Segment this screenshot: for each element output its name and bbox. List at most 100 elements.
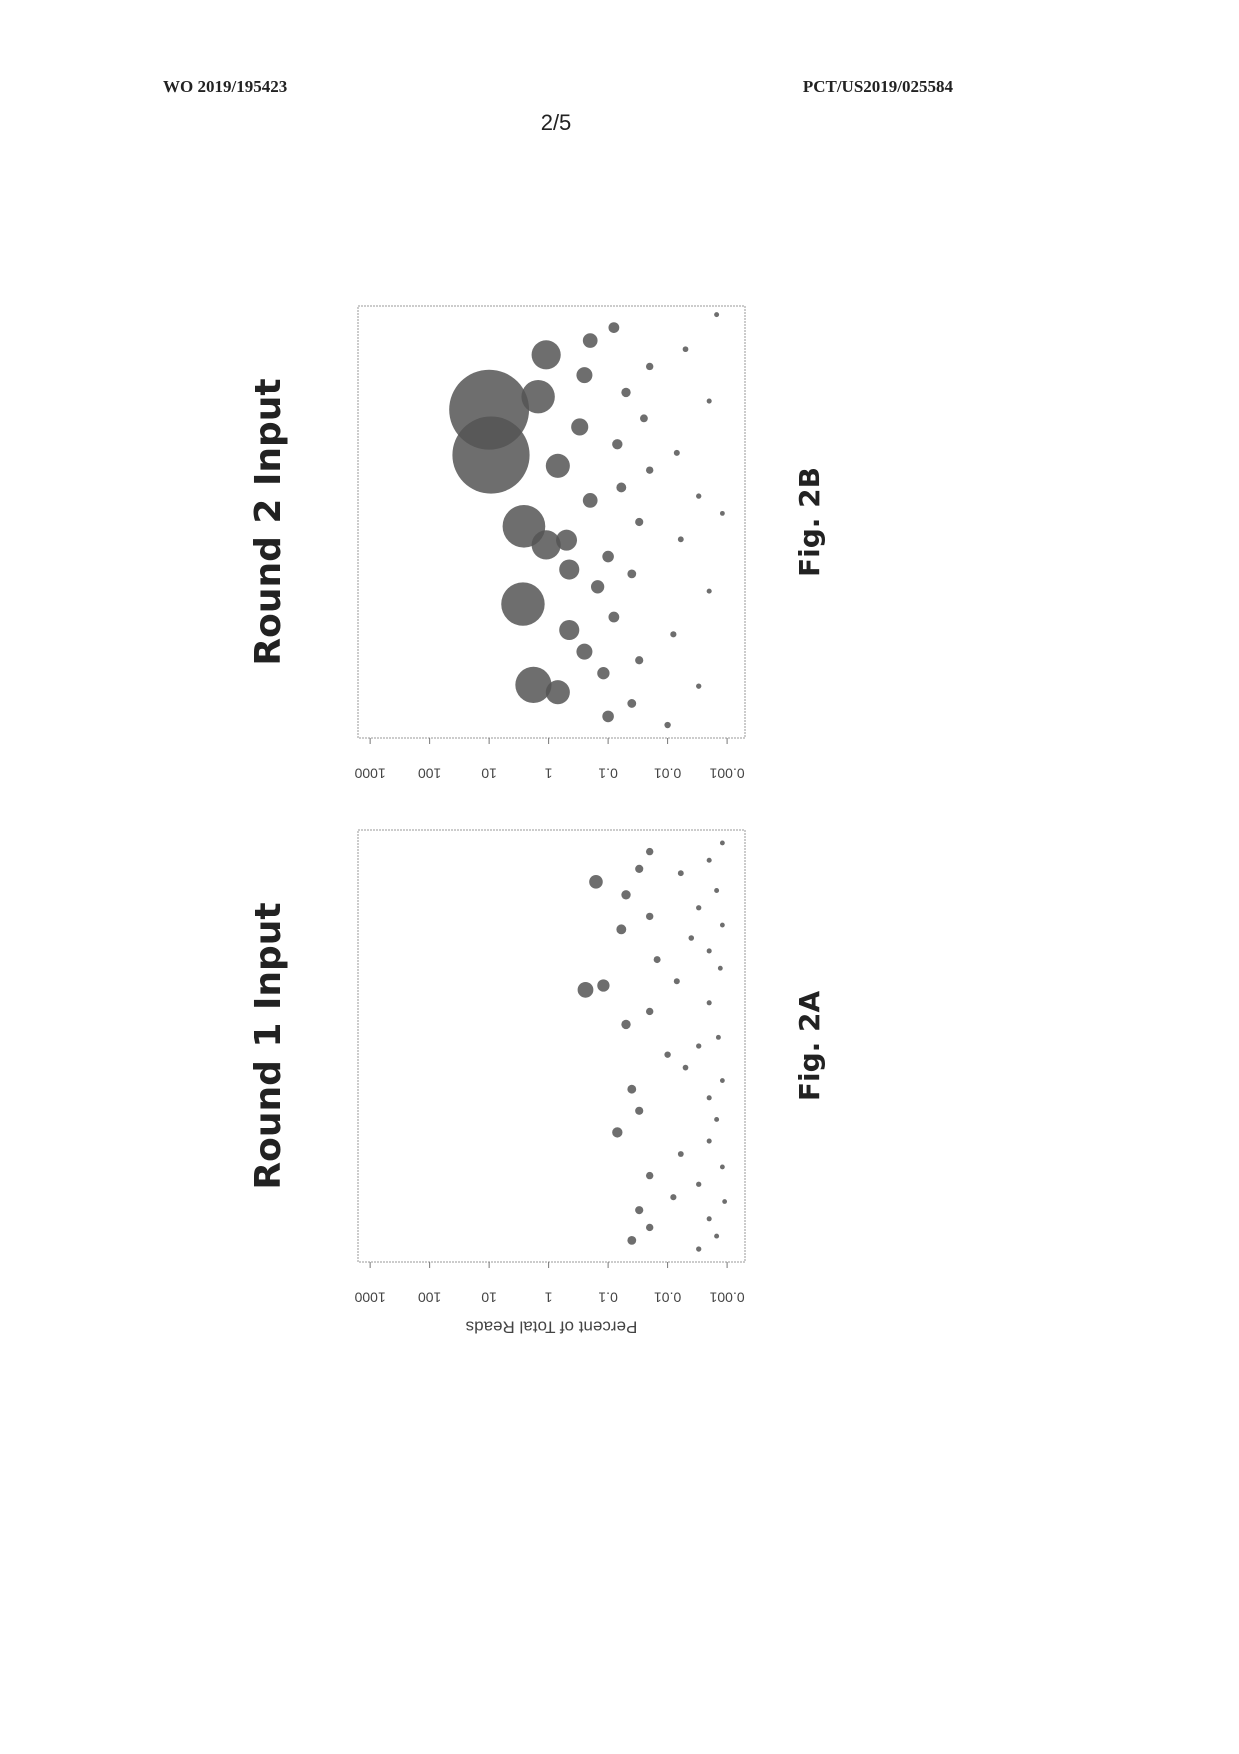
data-point [621,387,631,398]
data-point [645,466,654,474]
data-point [589,875,603,889]
data-point [621,890,631,900]
data-point [696,1246,702,1252]
data-point [608,611,620,623]
data-point [715,1034,721,1040]
data-point [706,588,712,594]
data-point [627,1235,637,1245]
y-axis-label: Percent of Total Reads [466,1318,638,1337]
data-point [635,656,644,665]
data-point [621,1019,631,1030]
data-point [645,1223,654,1232]
data-point [501,582,545,626]
publication-number: WO 2019/195423 [163,77,287,96]
data-point [677,1151,684,1157]
data-point [627,1084,637,1094]
data-point [640,414,648,423]
y-tick-label: 10 [481,765,497,781]
data-point [582,333,598,348]
y-tick-label: 0.001 [709,1289,744,1305]
data-point [645,847,654,856]
data-point [706,1095,712,1101]
y-tick-label: 10 [481,1289,497,1305]
application-number: PCT/US2019/025584 [803,77,954,96]
data-point [719,1164,725,1170]
data-point [719,510,725,516]
data-point [597,979,610,992]
data-point [515,666,552,703]
data-point [556,529,578,551]
data-point [627,699,637,708]
y-tick-label: 0.1 [598,765,618,781]
data-point [545,680,570,705]
data-point [719,922,725,928]
data-point [714,1233,720,1239]
data-point [696,493,702,499]
data-point [696,1181,702,1187]
data-point [559,559,580,580]
data-point [722,1199,728,1204]
plot-frame [357,305,746,739]
y-tick-label: 0.01 [654,765,681,781]
data-point [608,322,620,333]
data-point [635,517,644,527]
data-point [635,1206,644,1215]
data-point [645,1171,654,1180]
data-point [653,956,661,964]
figure: Round 2 Input 1000 100 10 1 0.1 0.01 0.001 Fig. … [248,305,826,781]
data-point [449,369,530,450]
data-point [582,493,598,508]
data-point [559,619,580,641]
data-point [706,1000,712,1006]
data-point [673,449,680,456]
data-point [576,367,593,384]
data-point [612,439,623,450]
figure-caption: Fig. 2A [793,991,826,1102]
data-point [719,840,725,846]
data-point [645,1007,654,1016]
y-tick-label: 1000 [354,1289,385,1305]
data-point [714,1116,720,1122]
data-point [688,935,695,941]
y-tick-label: 1000 [354,765,385,781]
plot-frame [357,829,746,1263]
data-point [664,721,671,729]
figure-title: Round 2 Input [248,378,289,665]
data-point [531,530,561,560]
data-point [670,631,677,638]
data-point [696,905,702,911]
data-point [706,948,712,954]
data-point [576,643,593,660]
data-point [706,398,712,404]
y-tick-label: 0.01 [654,1289,681,1305]
data-point [717,965,723,971]
y-tick-label: 1 [545,1289,553,1305]
data-point [590,580,605,594]
y-tick-label: 1 [545,765,553,781]
data-point [696,683,702,689]
data-point [635,864,644,873]
data-point [616,924,627,935]
page-number: 2/5 [541,110,572,135]
figure-caption: Fig. 2B [793,467,826,577]
data-point [545,453,570,478]
figure: Round 1 Input 1000 100 10 1 0.1 0.01 0.001 Perce… [248,829,826,1337]
data-point [719,1078,725,1083]
data-point [706,1138,712,1144]
data-point [645,362,654,371]
data-point [577,981,594,998]
data-point [670,1194,677,1201]
data-point [677,536,684,543]
data-point [664,1051,671,1058]
y-tick-label: 0.001 [709,765,744,781]
data-point [597,667,610,680]
y-tick-label: 0.1 [598,1289,618,1305]
data-point [521,380,555,414]
data-point [714,312,720,318]
data-point [696,1043,702,1049]
figure-title: Round 1 Input [248,902,289,1189]
data-point [706,1216,712,1222]
data-point [706,857,712,863]
